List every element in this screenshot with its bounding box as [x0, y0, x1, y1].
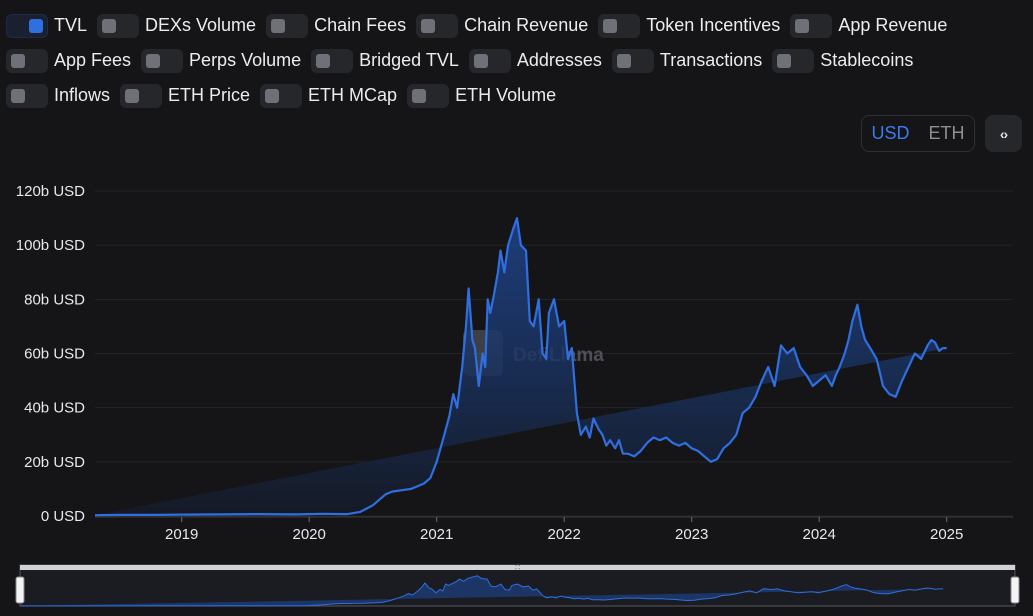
- toggle-switch[interactable]: [468, 48, 511, 73]
- y-tick-label: 40b USD: [24, 400, 85, 417]
- y-tick-label: 0 USD: [41, 508, 85, 525]
- toggle-chain-revenue[interactable]: Chain Revenue: [416, 13, 589, 38]
- toggle-switch[interactable]: [611, 48, 654, 73]
- toggle-knob: [777, 53, 792, 68]
- x-tick-label: 2019: [165, 526, 198, 543]
- toggle-knob: [102, 18, 117, 33]
- toggle-label: Bridged TVL: [359, 50, 459, 70]
- range-brush[interactable]: ∷: [0, 560, 1033, 616]
- metric-toggles: TVL DEXs Volume Chain Fees Chain Revenue Tok…: [6, 8, 1026, 113]
- toggle-eth-price[interactable]: ETH Price: [120, 83, 251, 108]
- currency-switch: USD ETH: [861, 115, 975, 152]
- toggle-switch[interactable]: [266, 13, 309, 38]
- toggle-inflows[interactable]: Inflows: [6, 83, 111, 108]
- toggle-switch[interactable]: [6, 13, 48, 38]
- toggle-knob: [412, 88, 427, 103]
- toggle-knob: [603, 18, 618, 33]
- toggle-token-incentives[interactable]: Token Incentives: [598, 13, 781, 38]
- toggle-bridged-tvl[interactable]: Bridged TVL: [311, 48, 459, 73]
- y-tick-label: 80b USD: [24, 291, 85, 308]
- toggle-label: Transactions: [659, 50, 763, 70]
- toggle-label: Chain Revenue: [464, 15, 589, 35]
- toggle-label: Perps Volume: [189, 50, 302, 70]
- x-tick-label: 2020: [293, 526, 326, 543]
- toggle-transactions[interactable]: Transactions: [611, 48, 763, 73]
- toggle-switch[interactable]: [416, 13, 459, 38]
- toggle-switch[interactable]: [598, 13, 641, 38]
- y-tick-label: 100b USD: [16, 237, 85, 254]
- toggle-label: App Fees: [54, 50, 132, 70]
- toggle-knob: [146, 53, 161, 68]
- brush-area: [20, 575, 944, 606]
- toggle-label: TVL: [54, 15, 88, 35]
- toggle-switch[interactable]: [141, 48, 184, 73]
- toggle-tvl[interactable]: TVL: [6, 13, 88, 38]
- y-tick-label: 20b USD: [24, 454, 85, 471]
- toggle-perps-volume[interactable]: Perps Volume: [141, 48, 302, 73]
- x-tick-label: 2023: [675, 526, 708, 543]
- toggle-switch[interactable]: [6, 83, 48, 108]
- toggle-dexs-volume[interactable]: DEXs Volume: [97, 13, 257, 38]
- toggle-knob: [271, 18, 286, 33]
- toggle-app-revenue[interactable]: App Revenue: [790, 13, 948, 38]
- toggle-row: Inflows ETH Price ETH MCap ETH Volume: [6, 78, 1026, 113]
- brush-handle-left[interactable]: [15, 576, 25, 604]
- brush-top-bar: [20, 565, 1015, 570]
- brush-grip-icon: ∷: [515, 563, 520, 572]
- toggle-knob: [421, 18, 436, 33]
- toggle-switch[interactable]: [772, 48, 815, 73]
- toggle-label: Inflows: [54, 85, 111, 105]
- toggle-label: App Revenue: [838, 15, 948, 35]
- code-icon: ‹›: [999, 125, 1008, 142]
- toggle-label: Chain Fees: [314, 15, 407, 35]
- toggle-switch[interactable]: [120, 83, 163, 108]
- toggle-switch[interactable]: [6, 48, 48, 73]
- tvl-area: [95, 218, 947, 516]
- x-tick-label: 2022: [548, 526, 581, 543]
- toggle-label: Token Incentives: [646, 15, 781, 35]
- toggle-eth-mcap[interactable]: ETH MCap: [260, 83, 398, 108]
- x-tick-label: 2024: [803, 526, 836, 543]
- toggle-knob: [473, 53, 488, 68]
- toggle-row: App Fees Perps Volume Bridged TVL Addresses…: [6, 43, 1026, 78]
- brush-handle-right[interactable]: [1010, 576, 1020, 604]
- toggle-chain-fees[interactable]: Chain Fees: [266, 13, 407, 38]
- toggle-row: TVL DEXs Volume Chain Fees Chain Revenue Tok…: [6, 8, 1026, 43]
- toggle-label: ETH Price: [168, 85, 251, 105]
- y-tick-label: 60b USD: [24, 346, 85, 363]
- toggle-addresses[interactable]: Addresses: [468, 48, 602, 73]
- toggle-label: DEXs Volume: [145, 15, 257, 35]
- brush-line: [20, 575, 944, 607]
- toggle-label: ETH Volume: [455, 85, 557, 105]
- y-tick-label: 120b USD: [16, 183, 85, 200]
- toggle-switch[interactable]: [790, 13, 833, 38]
- toggle-label: Addresses: [516, 50, 602, 70]
- toggle-label: ETH MCap: [308, 85, 398, 105]
- tvl-line: [94, 217, 947, 517]
- toggle-knob: [616, 53, 631, 68]
- toggle-knob: [316, 53, 331, 68]
- currency-usd-button[interactable]: USD: [871, 123, 910, 143]
- toggle-stablecoins[interactable]: Stablecoins: [772, 48, 914, 73]
- tvl-chart: 0 USD 20b USD 40b USD 60b USD 80b USD 100b US…: [16, 183, 1013, 543]
- toggle-switch[interactable]: [260, 83, 303, 108]
- toggle-knob: [11, 53, 25, 68]
- toggle-label: Stablecoins: [820, 50, 914, 70]
- toggle-eth-volume[interactable]: ETH Volume: [407, 83, 557, 108]
- x-tick-label: 2021: [420, 526, 453, 543]
- currency-eth-button[interactable]: ETH: [928, 123, 965, 143]
- x-tick-label: 2025: [930, 526, 963, 543]
- toggle-knob: [29, 18, 43, 33]
- toggle-switch[interactable]: [407, 83, 450, 108]
- embed-code-button[interactable]: ‹›: [985, 115, 1022, 152]
- toggle-app-fees[interactable]: App Fees: [6, 48, 132, 73]
- toggle-switch[interactable]: [97, 13, 140, 38]
- toggle-knob: [265, 88, 280, 103]
- toggle-knob: [11, 88, 25, 103]
- toggle-switch[interactable]: [311, 48, 354, 73]
- toggle-knob: [125, 88, 140, 103]
- toggle-knob: [795, 18, 810, 33]
